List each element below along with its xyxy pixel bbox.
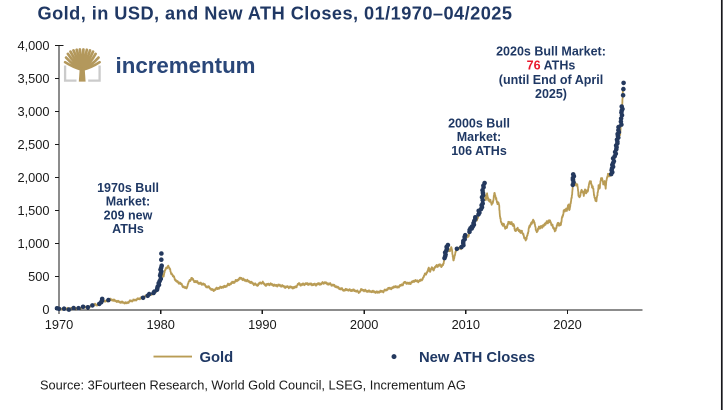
svg-text:3,500: 3,500 (17, 71, 49, 86)
svg-text:2025): 2025) (535, 87, 567, 101)
svg-text:1990: 1990 (248, 317, 276, 332)
svg-text:incrementum: incrementum (116, 53, 256, 78)
svg-text:2020s Bull Market:: 2020s Bull Market: (496, 45, 606, 59)
svg-text:1,000: 1,000 (17, 236, 49, 251)
svg-text:Gold, in USD, and New ATH Clos: Gold, in USD, and New ATH Closes, 01/197… (38, 3, 513, 23)
svg-text:106 ATHs: 106 ATHs (451, 144, 507, 158)
svg-text:0: 0 (42, 302, 49, 317)
svg-text:(until End of April: (until End of April (499, 73, 603, 87)
svg-text:1980: 1980 (146, 317, 174, 332)
svg-text:2000s Bull: 2000s Bull (448, 117, 510, 131)
svg-text:Market:: Market: (457, 130, 501, 144)
svg-text:1,500: 1,500 (17, 203, 49, 218)
svg-text:500: 500 (28, 269, 49, 284)
svg-text:2010: 2010 (452, 317, 480, 332)
svg-text:3,000: 3,000 (17, 104, 49, 119)
svg-text:1970s Bull: 1970s Bull (97, 181, 159, 195)
svg-text:Market:: Market: (106, 195, 150, 209)
svg-text:209 new: 209 new (104, 208, 153, 222)
svg-text:Gold: Gold (200, 350, 234, 366)
svg-text:Source: 3Fourteen Research, Wo: Source: 3Fourteen Research, World Gold C… (40, 378, 466, 393)
svg-text:2,000: 2,000 (17, 170, 49, 185)
svg-text:1970: 1970 (45, 317, 73, 332)
svg-text:2000: 2000 (350, 317, 378, 332)
svg-text:2020: 2020 (553, 317, 581, 332)
svg-text:4,000: 4,000 (17, 38, 49, 53)
svg-text:76 ATHs: 76 ATHs (527, 59, 576, 73)
svg-text:ATHs: ATHs (112, 222, 144, 236)
svg-text:New ATH Closes: New ATH Closes (419, 350, 535, 366)
svg-text:2,500: 2,500 (17, 137, 49, 152)
